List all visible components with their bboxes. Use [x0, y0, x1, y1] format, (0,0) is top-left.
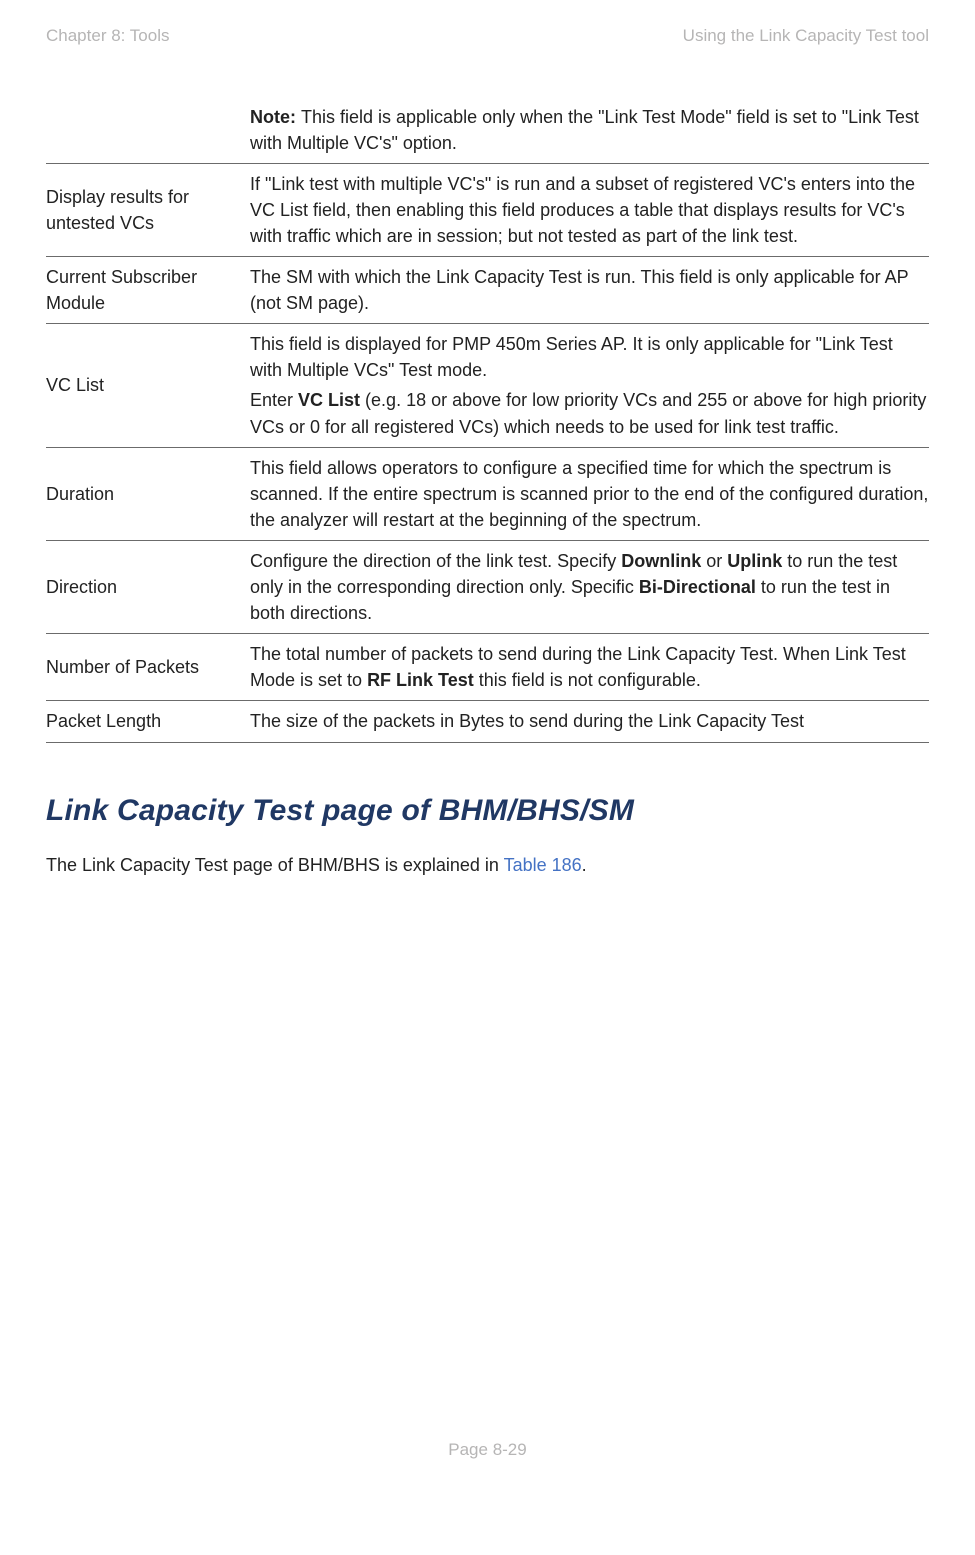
description-cell: This field is displayed for PMP 450m Ser…	[250, 331, 929, 439]
text: This field is displayed for PMP 450m Ser…	[250, 334, 893, 380]
text: This field allows operators to configure…	[250, 458, 928, 530]
table-reference-link[interactable]: Table 186	[504, 855, 582, 875]
attribute-cell: Number of Packets	[46, 641, 250, 693]
header-left: Chapter 8: Tools	[46, 24, 169, 49]
description-cell: The SM with which the Link Capacity Test…	[250, 264, 929, 316]
description-cell: The total number of packets to send duri…	[250, 641, 929, 693]
table-row: DirectionConfigure the direction of the …	[46, 541, 929, 634]
page-footer: Page 8-29	[46, 1438, 929, 1463]
table-row: VC ListThis field is displayed for PMP 4…	[46, 324, 929, 447]
attribute-cell: Current Subscriber Module	[46, 264, 250, 316]
page-header: Chapter 8: Tools Using the Link Capacity…	[46, 24, 929, 49]
bold-text: Uplink	[727, 551, 782, 571]
text: Enter	[250, 390, 298, 410]
header-right: Using the Link Capacity Test tool	[683, 24, 929, 49]
section-title: Link Capacity Test page of BHM/BHS/SM	[46, 789, 929, 833]
description-cell: The size of the packets in Bytes to send…	[250, 708, 929, 734]
section-body-prefix: The Link Capacity Test page of BHM/BHS i…	[46, 855, 504, 875]
section-body: The Link Capacity Test page of BHM/BHS i…	[46, 852, 929, 878]
description-cell: This field allows operators to configure…	[250, 455, 929, 533]
text: or	[701, 551, 727, 571]
text: This field is applicable only when the "…	[250, 107, 919, 153]
table-row: Packet LengthThe size of the packets in …	[46, 701, 929, 742]
attribute-cell	[46, 104, 250, 156]
text: If "Link test with multiple VC's" is run…	[250, 174, 915, 246]
text: The SM with which the Link Capacity Test…	[250, 267, 908, 313]
bold-text: VC List	[298, 390, 360, 410]
text: The size of the packets in Bytes to send…	[250, 711, 804, 731]
attribute-cell: Display results for untested VCs	[46, 171, 250, 249]
table-row: DurationThis field allows operators to c…	[46, 448, 929, 541]
bold-text: Bi-Directional	[639, 577, 756, 597]
attribute-cell: Direction	[46, 548, 250, 626]
table-row: Number of PacketsThe total number of pac…	[46, 634, 929, 701]
description-cell: Note: This field is applicable only when…	[250, 104, 929, 156]
attribute-cell: VC List	[46, 331, 250, 439]
bold-text: Downlink	[621, 551, 701, 571]
table-row: Current Subscriber ModuleThe SM with whi…	[46, 257, 929, 324]
text: Configure the direction of the link test…	[250, 551, 621, 571]
table-row: Note: This field is applicable only when…	[46, 97, 929, 164]
table-row: Display results for untested VCsIf "Link…	[46, 164, 929, 257]
section-body-suffix: .	[582, 855, 587, 875]
attributes-table: Note: This field is applicable only when…	[46, 97, 929, 743]
attribute-cell: Duration	[46, 455, 250, 533]
bold-text: Note:	[250, 107, 301, 127]
description-cell: If "Link test with multiple VC's" is run…	[250, 171, 929, 249]
description-cell: Configure the direction of the link test…	[250, 548, 929, 626]
attribute-cell: Packet Length	[46, 708, 250, 734]
bold-text: RF Link Test	[367, 670, 474, 690]
text: this field is not configurable.	[474, 670, 701, 690]
